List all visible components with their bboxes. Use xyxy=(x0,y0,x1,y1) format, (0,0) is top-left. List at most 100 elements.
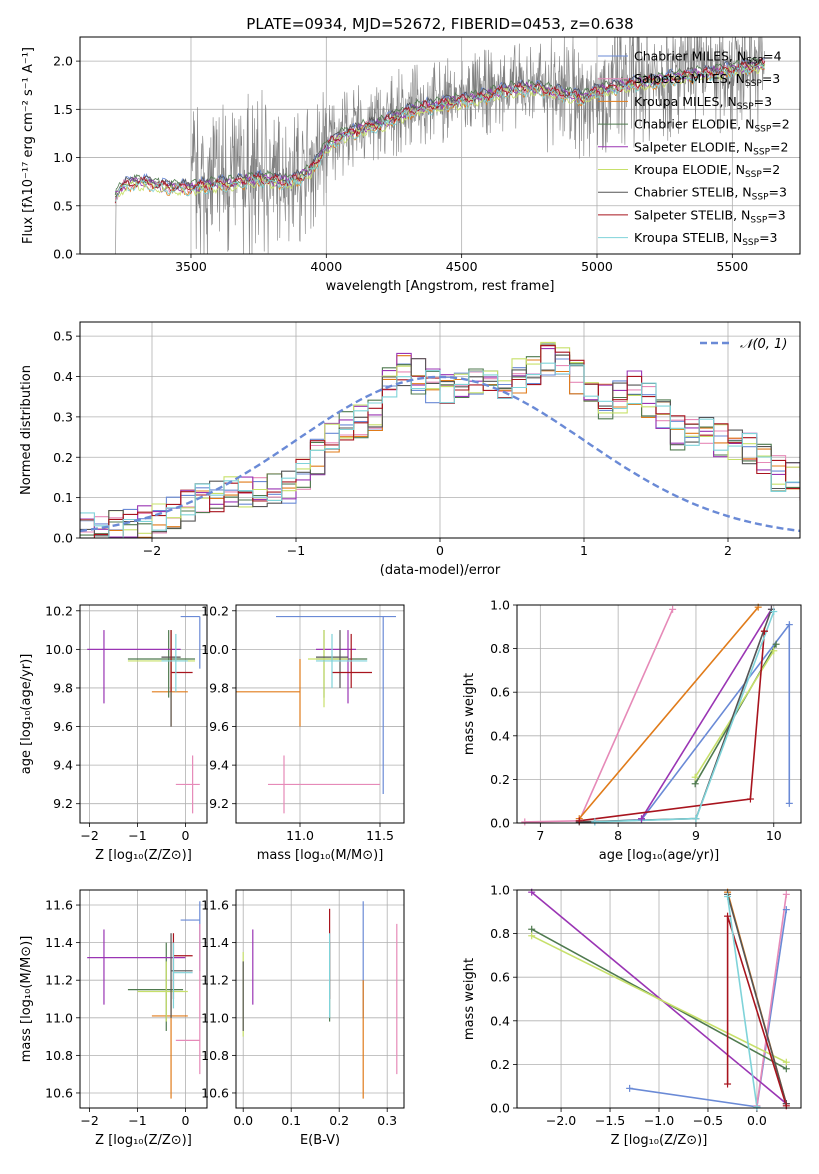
ticks: 3500 4000 4500 5000 5500 0.0 0.5 1.0 1.5 2.0 xyxy=(53,54,748,274)
plot-area xyxy=(87,615,201,814)
y-tick-label: 0.6 xyxy=(490,685,510,700)
axes-frame xyxy=(235,889,405,1109)
x-tick-label: 9 xyxy=(692,828,700,843)
x-tick-label: 11.5 xyxy=(366,828,394,843)
legend-suffix: =3 xyxy=(769,185,787,200)
legend-sub: SSP xyxy=(753,147,770,157)
spectrum-panel: PLATE=0934, MJD=52672, FIBERID=0453, z=0… xyxy=(21,15,801,294)
y-tick-label: 9.8 xyxy=(209,680,229,695)
plot-area xyxy=(531,891,788,1108)
plot-area xyxy=(114,37,766,254)
axes-frame xyxy=(79,321,801,539)
x-tick-label: −2.0 xyxy=(546,1113,576,1128)
y-tick-label: 10.6 xyxy=(45,1085,73,1100)
x-tick-label: 0 xyxy=(181,1113,189,1128)
series-line-8 xyxy=(594,611,775,823)
y-tick-label: 9.6 xyxy=(209,719,229,734)
ticks: 0.0 0.1 0.2 0.3 10.6 10.8 11.0 11.2 11.4 11.6 xyxy=(201,898,397,1128)
y-tick-label: 11.4 xyxy=(201,935,229,950)
series-line-8 xyxy=(726,896,758,1108)
x-axis-label: Z [log₁₀(Z/Z⊙)] xyxy=(95,1133,192,1148)
legend-sub: SSP xyxy=(750,215,767,225)
series-line-1 xyxy=(756,894,788,1106)
y-tick-label: 9.2 xyxy=(209,796,229,811)
x-axis-label: (data-model)/error xyxy=(380,563,501,578)
x-tick-label: 8 xyxy=(614,828,622,843)
y-tick-label: 0.2 xyxy=(53,450,73,465)
y-tick-label: 9.6 xyxy=(53,719,73,734)
series-line-1 xyxy=(524,609,674,823)
massweight-vs-metallicity-panel: −2.0 −1.5 −1.0 −0.5 0.0 0.0 0.2 0.4 0.6 0.8 1.0 Z [… xyxy=(462,883,802,1148)
x-tick-label: 0 xyxy=(436,543,444,558)
legend-entry: Kroupa MILES, NSSP=3 xyxy=(634,94,772,112)
mass-vs-ebv-panel: 0.0 0.1 0.2 0.3 10.6 10.8 11.0 11.2 11.4 11.6 E(B-… xyxy=(201,889,405,1148)
legend-suffix: =4 xyxy=(763,49,781,64)
x-tick-label: 0.0 xyxy=(233,1113,253,1128)
x-tick-label: −1 xyxy=(287,543,305,558)
y-tick-label: 11.4 xyxy=(45,935,73,950)
y-tick-label: 0.3 xyxy=(53,409,73,424)
y-tick-label: 0.4 xyxy=(490,1013,510,1028)
legend-label: Chabrier ELODIE, N xyxy=(634,117,754,132)
y-tick-label: 11.2 xyxy=(201,973,229,988)
x-tick-label: 7 xyxy=(536,828,544,843)
y-tick-label: 10.8 xyxy=(201,1048,229,1063)
gridlines xyxy=(80,890,207,1108)
gridlines xyxy=(236,605,404,823)
y-tick-label: 0.8 xyxy=(490,641,510,656)
x-axis-label: Z [log₁₀(Z/Z⊙)] xyxy=(611,1133,708,1148)
y-tick-label: 0.5 xyxy=(53,198,73,213)
model-spectrum-8 xyxy=(114,63,766,202)
y-tick-label: 10.2 xyxy=(201,603,229,618)
axes-frame xyxy=(516,889,802,1109)
series-line-6 xyxy=(726,894,788,1104)
y-tick-label: 10.0 xyxy=(201,642,229,657)
y-tick-label: 0.2 xyxy=(490,1057,510,1072)
gridlines xyxy=(236,890,404,1108)
legend-entry: Kroupa STELIB, NSSP=3 xyxy=(634,230,778,248)
axes-frame xyxy=(516,604,802,824)
legend-label: Kroupa ELODIE, N xyxy=(634,162,745,177)
y-tick-label: 0.2 xyxy=(490,772,510,787)
plot-area xyxy=(242,901,398,1099)
x-tick-label: 4500 xyxy=(446,259,478,274)
mass-vs-metallicity-panel: −2 −1 0 10.6 10.8 11.0 11.2 11.4 11.6 Z [log₁₀(Z/… xyxy=(19,889,208,1148)
series-line-2 xyxy=(578,606,759,820)
y-tick-label: 0.5 xyxy=(53,329,73,344)
x-tick-label: 2 xyxy=(724,543,732,558)
x-tick-label: 0.1 xyxy=(281,1113,301,1128)
age-vs-metallicity-panel: −2 −1 0 9.2 9.4 9.6 9.8 10.0 10.2 Z [log₁₀(Z/Z⊙)]… xyxy=(19,603,208,863)
y-axis-label: mass weight xyxy=(462,673,477,755)
legend-sub: SSP xyxy=(745,170,762,180)
legend-entry: Salpeter MILES, NSSP=3 xyxy=(634,71,780,89)
axes-frame xyxy=(79,36,801,255)
y-tick-label: 11.6 xyxy=(45,898,73,913)
x-tick-label: −0.5 xyxy=(693,1113,723,1128)
legend-entry: Kroupa ELODIE, NSSP=2 xyxy=(634,162,780,180)
y-tick-label: 0.6 xyxy=(490,970,510,985)
legend-entry: 𝒩(0, 1) xyxy=(740,337,787,352)
x-tick-label: −1 xyxy=(128,1113,146,1128)
x-tick-label: 5500 xyxy=(716,259,748,274)
y-tick-label: 0.8 xyxy=(490,926,510,941)
x-axis-label: mass [log₁₀(M/M⊙)] xyxy=(257,848,384,863)
legend-entry: Salpeter ELODIE, NSSP=2 xyxy=(634,139,788,157)
y-tick-label: 0.0 xyxy=(53,247,73,262)
y-tick-label: 11.6 xyxy=(201,898,229,913)
series-line-6 xyxy=(579,609,773,823)
x-axis-label: wavelength [Angstrom, rest frame] xyxy=(326,279,555,294)
spectrum-title: PLATE=0934, MJD=52672, FIBERID=0453, z=0… xyxy=(246,15,633,33)
legend-label: Chabrier STELIB, N xyxy=(634,185,752,200)
plot-area xyxy=(236,615,396,814)
massweight-vs-age-panel: 7 8 9 10 0.0 0.2 0.4 0.6 0.8 1.0 age [log₁₀(age/yr… xyxy=(462,598,802,863)
series-line-4 xyxy=(640,608,773,820)
x-tick-label: −1.5 xyxy=(595,1113,625,1128)
model-spectrum-5 xyxy=(114,63,766,198)
residuals-panel: −2 −1 0 1 2 0.0 0.1 0.2 0.3 0.4 0.5 (data-model)/er… xyxy=(19,321,801,578)
legend-label: Salpeter ELODIE, N xyxy=(634,139,753,154)
model-spectrum-6 xyxy=(114,56,766,198)
legend-label: Kroupa MILES, N xyxy=(634,94,737,109)
y-tick-label: 9.4 xyxy=(53,758,73,773)
ticks: −2 −1 0 10.6 10.8 11.0 11.2 11.4 11.6 xyxy=(45,898,189,1128)
